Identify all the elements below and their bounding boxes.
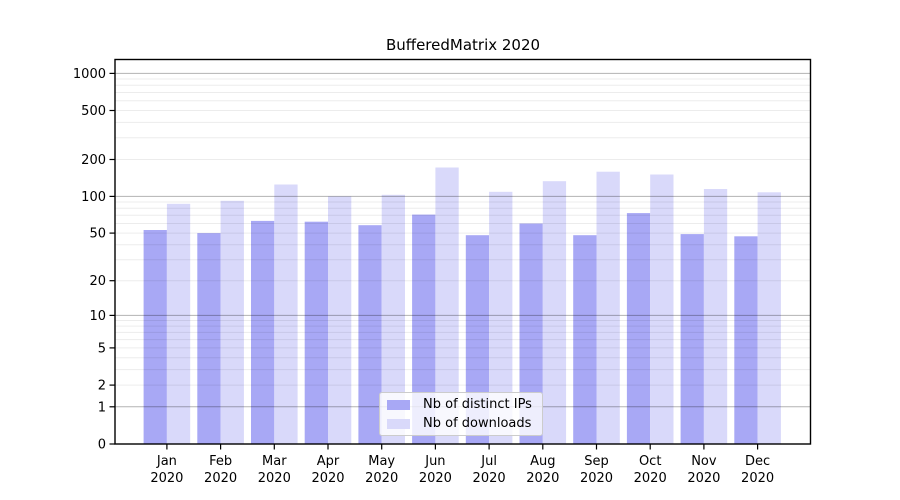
- bar-apr-downloads: [328, 196, 352, 444]
- x-tick-label-month-feb: Feb: [209, 454, 232, 469]
- y-tick-label-1000: 1000: [73, 67, 106, 82]
- legend-label-downloads: Nb of downloads: [423, 415, 532, 431]
- x-tick-label-month-mar: Mar: [262, 454, 287, 469]
- x-tick-label-year-apr: 2020: [311, 471, 344, 486]
- bar-feb-downloads: [220, 200, 244, 444]
- x-tick-label-month-sep: Sep: [584, 454, 609, 469]
- bar-dec-distinct-ips: [734, 236, 758, 444]
- x-tick-label-year-mar: 2020: [258, 471, 291, 486]
- x-tick-label-year-nov: 2020: [687, 471, 720, 486]
- y-tick-label-100: 100: [81, 190, 106, 205]
- bar-feb-distinct-ips: [197, 233, 221, 444]
- x-tick-label-year-jun: 2020: [419, 471, 452, 486]
- x-tick-label-year-dec: 2020: [741, 471, 774, 486]
- plot-border: [114, 58, 812, 445]
- y-tick-label-2: 2: [98, 379, 106, 394]
- x-tick-label-year-feb: 2020: [204, 471, 237, 486]
- x-tick-label-month-jun: Jun: [424, 454, 445, 469]
- bar-sep-downloads: [596, 171, 620, 444]
- x-tick-label-month-aug: Aug: [530, 454, 555, 469]
- x-tick-label-month-apr: Apr: [317, 454, 340, 469]
- bar-dec-downloads: [757, 192, 781, 444]
- bar-jan-distinct-ips: [143, 230, 167, 444]
- x-tick-label-month-jan: Jan: [156, 454, 177, 469]
- x-tick-label-year-aug: 2020: [526, 471, 559, 486]
- legend: Nb of distinct IPs Nb of downloads: [379, 392, 543, 436]
- x-tick-label-year-sep: 2020: [580, 471, 613, 486]
- x-tick-label-year-jul: 2020: [473, 471, 506, 486]
- bar-nov-downloads: [703, 189, 728, 444]
- y-tick-label-0: 0: [98, 438, 106, 453]
- bar-may-distinct-ips: [358, 225, 382, 444]
- bar-jun-distinct-ips: [412, 214, 436, 444]
- y-tick-label-5: 5: [98, 341, 106, 356]
- bar-jul-distinct-ips: [465, 235, 490, 444]
- y-tick-label-20: 20: [89, 274, 106, 289]
- y-tick-label-500: 500: [81, 104, 106, 119]
- y-tick-label-10: 10: [89, 309, 106, 324]
- bar-sep-distinct-ips: [573, 235, 597, 444]
- bar-mar-distinct-ips: [251, 220, 275, 444]
- y-tick-label-200: 200: [81, 153, 106, 168]
- bar-jun-downloads: [435, 167, 459, 444]
- legend-swatch-downloads-icon: [387, 418, 410, 429]
- x-tick-label-month-nov: Nov: [691, 454, 717, 469]
- x-tick-label-month-jul: Jul: [480, 454, 497, 469]
- x-tick-label-year-may: 2020: [365, 471, 398, 486]
- x-tick-label-year-oct: 2020: [634, 471, 667, 486]
- x-tick-label-month-may: May: [368, 454, 395, 469]
- chart-title: BufferedMatrix 2020: [385, 36, 541, 54]
- y-tick-label-1: 1: [98, 400, 106, 415]
- legend-row-distinct-ips: Nb of distinct IPs: [387, 396, 534, 412]
- legend-row-downloads: Nb of downloads: [387, 415, 534, 431]
- legend-label-distinct-ips: Nb of distinct IPs: [423, 396, 532, 412]
- bar-jan-downloads: [166, 203, 191, 444]
- bar-apr-distinct-ips: [304, 221, 328, 444]
- bar-aug-distinct-ips: [519, 223, 543, 444]
- bar-oct-downloads: [650, 174, 674, 444]
- legend-swatch-distinct-ips-icon: [387, 399, 410, 410]
- bar-mar-downloads: [274, 184, 298, 444]
- bar-may-downloads: [381, 194, 405, 444]
- bar-jul-downloads: [489, 191, 513, 444]
- x-tick-label-year-jan: 2020: [150, 471, 183, 486]
- x-tick-label-month-oct: Oct: [639, 454, 661, 469]
- bar-nov-distinct-ips: [680, 234, 704, 444]
- y-tick-label-50: 50: [89, 227, 106, 242]
- bar-oct-distinct-ips: [626, 213, 651, 444]
- bar-aug-downloads: [542, 181, 567, 444]
- x-tick-label-month-dec: Dec: [745, 454, 770, 469]
